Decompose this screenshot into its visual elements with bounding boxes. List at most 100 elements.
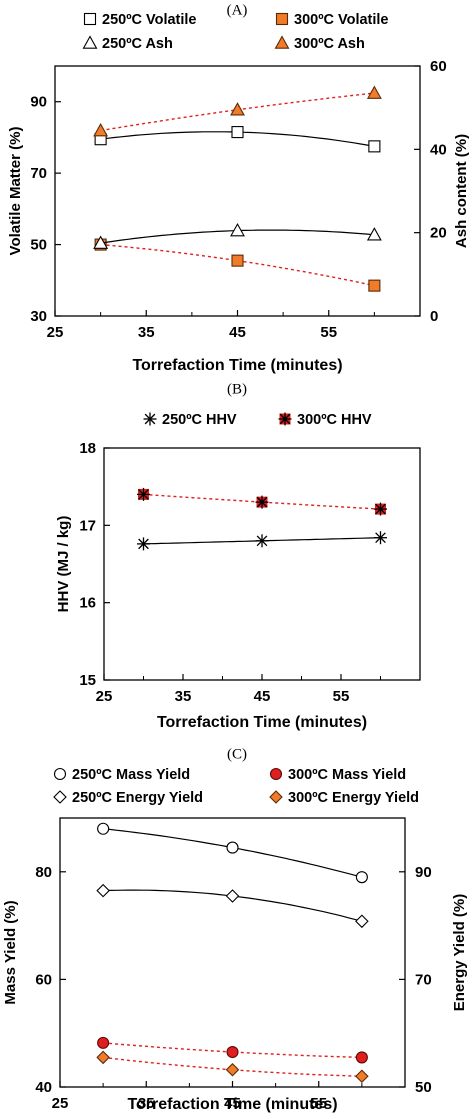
legend-label: 300ºC Mass Yield xyxy=(288,767,406,783)
y-tick-label: 15 xyxy=(79,672,96,689)
legend-marker xyxy=(83,12,97,26)
series-line-2 xyxy=(100,243,375,287)
legend-marker xyxy=(53,767,67,781)
legend-item: 300ºC Volatile xyxy=(275,12,388,28)
legend-label: 250ºC Ash xyxy=(102,36,173,52)
legend-marker xyxy=(278,412,292,426)
star-marker-stroke xyxy=(375,532,386,544)
data-point xyxy=(368,140,381,153)
star-marker-stroke xyxy=(375,503,386,515)
x-tick-label: 35 xyxy=(175,688,192,705)
star-marker-stroke xyxy=(144,413,156,425)
series-line-4 xyxy=(103,1056,362,1077)
data-point xyxy=(231,254,244,267)
x-tick-label: 35 xyxy=(138,1095,155,1112)
data-point xyxy=(137,487,150,501)
legend-marker xyxy=(143,412,157,426)
data-point xyxy=(355,914,369,929)
data-point xyxy=(97,1036,110,1049)
legend-label: 300ºC Energy Yield xyxy=(288,790,419,806)
legend-label: 250ºC Mass Yield xyxy=(72,767,190,783)
x-axis-title: Torrefaction Time (minutes) xyxy=(127,1096,337,1113)
legend-item: 250ºC Energy Yield xyxy=(53,790,203,806)
data-point xyxy=(96,883,110,898)
star-marker-stroke xyxy=(256,535,268,547)
y-right-tick-label: 20 xyxy=(430,225,447,242)
legend-marker xyxy=(275,12,289,26)
legend-label: 250ºC HHV xyxy=(162,412,237,428)
y-tick-label: 70 xyxy=(30,165,47,182)
y-right-tick-label: 60 xyxy=(430,58,447,75)
data-point xyxy=(137,537,150,551)
star-marker-stroke xyxy=(279,413,291,425)
y-right-tick-label: 0 xyxy=(430,308,438,325)
data-point xyxy=(93,235,109,249)
y-right-tick-label: 40 xyxy=(430,141,447,158)
x-tick-label: 55 xyxy=(333,688,350,705)
x-tick-label: 55 xyxy=(310,1095,327,1112)
legend-marker xyxy=(53,790,67,804)
x-tick-label: 25 xyxy=(52,1095,69,1112)
data-point xyxy=(366,85,382,99)
x-axis-title: Torrefaction Time (minutes) xyxy=(132,357,342,374)
y-tick-label: 17 xyxy=(79,517,96,534)
y-tick-label: 50 xyxy=(30,237,47,254)
legend-item: 300ºC Mass Yield xyxy=(269,767,406,783)
plot-frame xyxy=(103,447,421,681)
star-marker-stroke xyxy=(138,538,149,550)
legend-label: 300ºC Ash xyxy=(294,36,365,52)
legend-item: 300ºC Energy Yield xyxy=(269,790,419,806)
y-tick-label: 16 xyxy=(79,595,96,612)
data-point xyxy=(230,222,245,237)
legend-marker xyxy=(269,767,283,781)
data-point xyxy=(225,1063,240,1077)
data-point xyxy=(225,889,240,903)
chart-panel-1: (A) 25 35 45 55 30 50 70 90 0 20 40 60 Torrefaction T… xyxy=(7,2,470,374)
y-tick-label: 80 xyxy=(35,864,52,881)
series-line-2 xyxy=(103,1042,362,1059)
panel-label: (A) xyxy=(227,2,248,18)
legend-marker xyxy=(82,35,98,49)
x-axis-title: Torrefaction Time (minutes) xyxy=(157,714,367,731)
y-tick-label: 30 xyxy=(30,308,47,325)
x-tick-label: 45 xyxy=(229,324,246,341)
star-marker-stroke xyxy=(256,496,268,508)
x-tick-label: 35 xyxy=(138,324,155,341)
y-right-tick-label: 50 xyxy=(415,1079,432,1096)
panel-label: (C) xyxy=(227,746,247,762)
data-point xyxy=(230,102,245,116)
y-right-tick-label: 70 xyxy=(415,971,432,988)
data-point xyxy=(366,227,382,241)
y-tick-label: 18 xyxy=(79,440,96,457)
legend-item: 300ºC HHV xyxy=(278,412,372,428)
x-tick-label: 25 xyxy=(96,688,113,705)
data-point xyxy=(97,822,110,835)
legend-item: 250ºC Ash xyxy=(82,35,173,52)
legend-item: 250ºC HHV xyxy=(143,412,237,428)
y-axis-title: Mass Yield (%) xyxy=(2,900,19,1004)
star-marker-stroke xyxy=(138,489,149,500)
data-point xyxy=(355,1051,368,1064)
legend-item: 250ºC Mass Yield xyxy=(53,767,190,783)
x-tick-label: 55 xyxy=(320,324,337,341)
legend-label: 250ºC Energy Yield xyxy=(72,790,203,806)
data-point xyxy=(93,122,109,137)
data-point xyxy=(231,126,244,139)
legend-label: 300ºC Volatile xyxy=(294,12,388,28)
legend-marker xyxy=(269,790,283,804)
legend-label: 250ºC Volatile xyxy=(102,12,196,28)
legend-label: 300ºC HHV xyxy=(297,412,372,428)
data-point xyxy=(355,1069,369,1084)
data-point xyxy=(226,1045,239,1059)
y-right-axis-title: Energy Yield (%) xyxy=(451,894,468,1012)
data-point xyxy=(368,279,381,292)
data-point xyxy=(374,531,387,545)
chart-panel-3: (C) 25 35 45 55 40 60 80 50 70 90 Torrefaction Time… xyxy=(2,746,468,1113)
chart-panel-2: (B) 25 35 45 55 15 16 17 18 Torrefaction Time (mi… xyxy=(55,381,421,731)
legend-item: 300ºC Ash xyxy=(274,35,365,52)
data-point xyxy=(374,502,387,516)
data-point xyxy=(96,1050,110,1065)
data-point xyxy=(255,534,269,548)
y-right-tick-label: 90 xyxy=(415,864,432,881)
